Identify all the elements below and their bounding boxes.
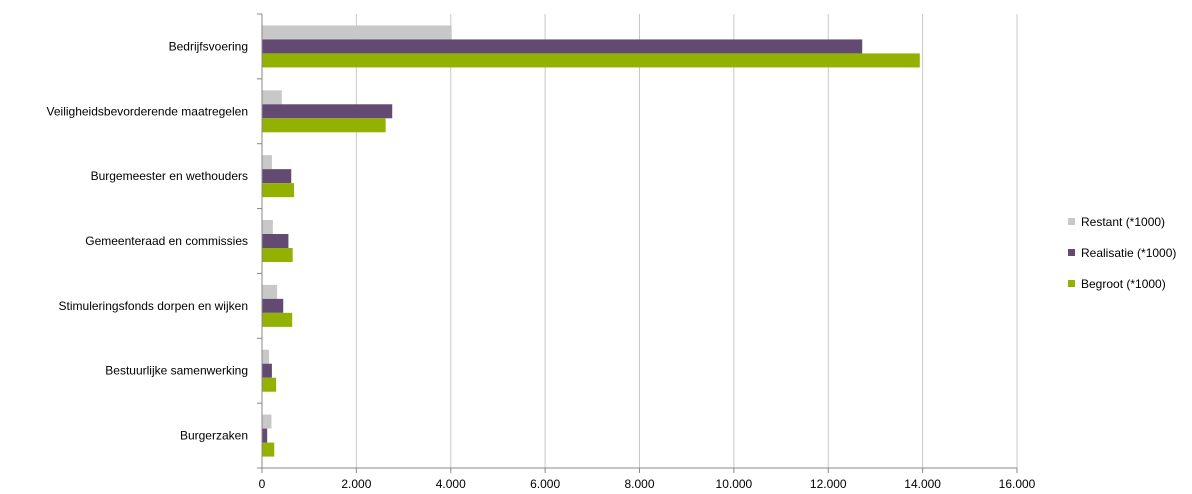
- bar: [262, 234, 289, 248]
- bars: [262, 25, 920, 457]
- category-label: Gemeenteraad en commissies: [85, 234, 248, 248]
- x-tick-label: 10.000: [716, 477, 753, 491]
- bar: [262, 220, 273, 234]
- bar: [262, 25, 452, 40]
- bar: [262, 349, 270, 364]
- category-label: Bestuurlijke samenwerking: [105, 364, 248, 378]
- bar: [262, 248, 293, 262]
- x-tick-label: 12.000: [810, 477, 847, 491]
- gridlines: [355, 14, 1018, 468]
- legend-swatch: [1068, 280, 1075, 287]
- bar: [262, 312, 293, 327]
- category-labels: Bedrijfsvoering Veiligheidsbevorderende m…: [47, 39, 248, 442]
- category-label: Bedrijfsvoering: [169, 39, 248, 53]
- bar: [262, 377, 277, 392]
- bar: [262, 428, 268, 443]
- bar: [262, 363, 272, 378]
- category-label: Burgemeester en wethouders: [91, 169, 248, 183]
- bar: [262, 414, 272, 429]
- bar: [262, 104, 393, 119]
- category-label: Burgerzaken: [180, 429, 248, 443]
- category-label: Veiligheidsbevorderende maatregelen: [47, 104, 248, 118]
- x-tick-label: 6.000: [530, 477, 560, 491]
- x-tick-label: 16.000: [999, 477, 1036, 491]
- x-tick-label: 0: [259, 477, 266, 491]
- legend-swatch: [1068, 249, 1075, 256]
- bar: [262, 298, 284, 313]
- legend-label: Begroot (*1000): [1081, 277, 1166, 291]
- bar: [262, 284, 278, 299]
- category-label: Stimuleringsfonds dorpen en wijken: [59, 299, 248, 313]
- legend-label: Realisatie (*1000): [1081, 246, 1176, 260]
- x-tick-label: 4.000: [436, 477, 466, 491]
- bar: [262, 169, 292, 184]
- legend-swatch: [1068, 218, 1075, 225]
- x-tick-label: 2.000: [341, 477, 371, 491]
- x-tick-label: 14.000: [904, 477, 941, 491]
- axes: [257, 13, 1018, 473]
- bar: [262, 118, 386, 133]
- x-tick-label: 8.000: [624, 477, 654, 491]
- bar: [262, 183, 295, 198]
- tick-labels: 0 2.000 4.000 6.000 8.000 10.000 12.000 14.000 1…: [259, 477, 1036, 491]
- legend-label: Restant (*1000): [1081, 215, 1165, 229]
- bar: [262, 442, 275, 457]
- bar: [262, 90, 282, 105]
- bar: [262, 53, 920, 68]
- bar: [262, 155, 272, 170]
- legend: Restant (*1000) Realisatie (*1000) Begroot…: [1068, 215, 1176, 291]
- bar: [262, 39, 863, 54]
